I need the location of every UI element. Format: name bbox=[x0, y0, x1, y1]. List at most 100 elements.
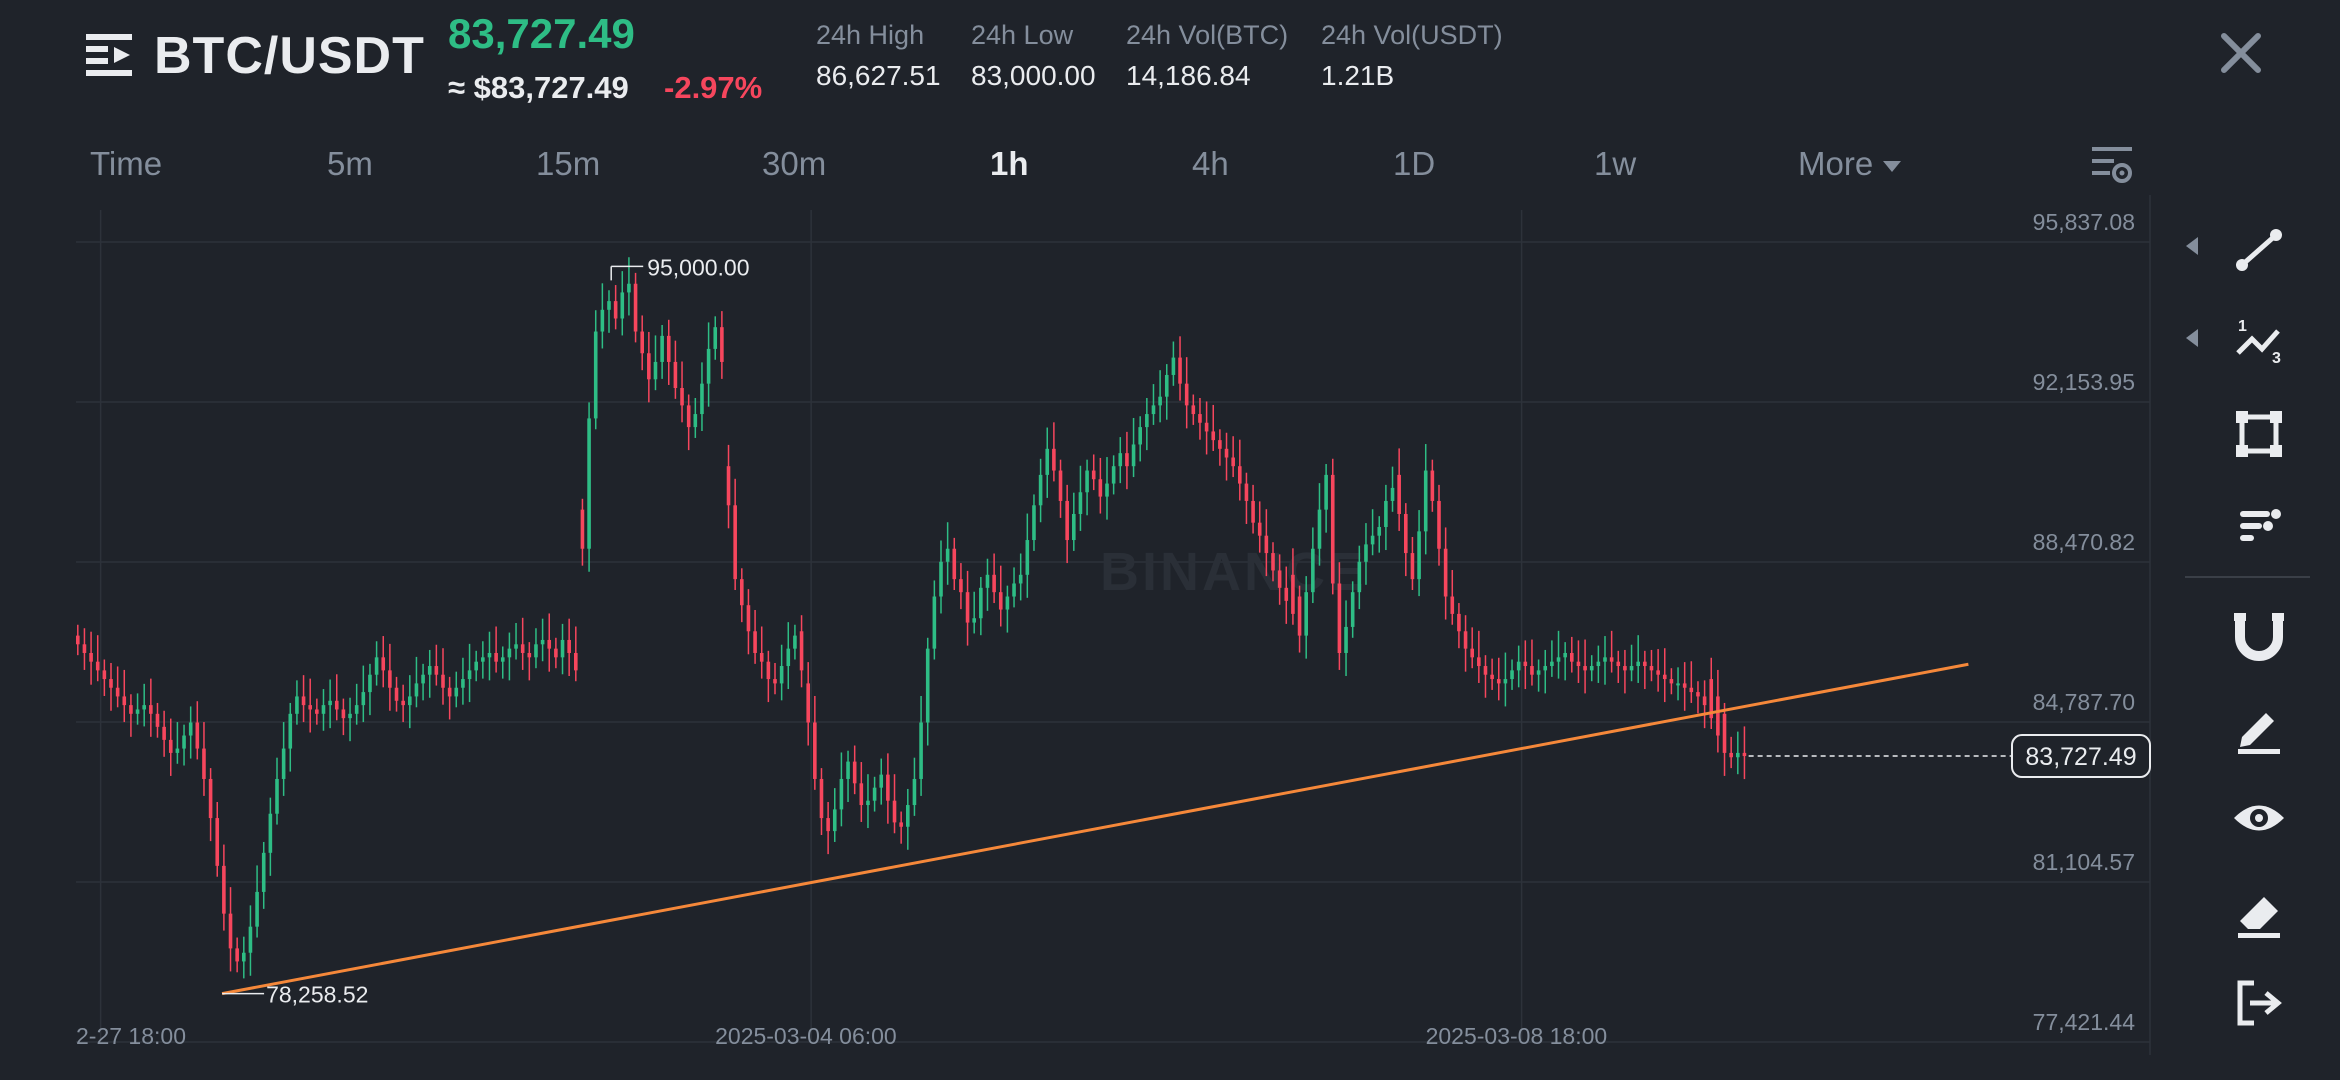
candle-body bbox=[693, 414, 698, 428]
candle bbox=[1164, 364, 1169, 420]
indicator-list-tool[interactable] bbox=[2224, 491, 2294, 561]
candle-body bbox=[89, 652, 93, 662]
candle-body bbox=[773, 679, 777, 684]
candle bbox=[1669, 668, 1674, 695]
candle-body bbox=[1390, 487, 1395, 501]
candle bbox=[1523, 640, 1528, 690]
candle-body bbox=[1384, 500, 1388, 528]
candle bbox=[242, 936, 246, 979]
candle-body bbox=[414, 683, 419, 697]
candle-body bbox=[799, 631, 804, 671]
candle bbox=[1264, 509, 1269, 577]
candle bbox=[427, 649, 432, 698]
drawing-toolbar: 1 3 bbox=[2180, 215, 2340, 1045]
candle bbox=[1065, 484, 1069, 564]
candle bbox=[1005, 585, 1010, 633]
candle bbox=[1390, 466, 1395, 512]
magnet-tool[interactable] bbox=[2224, 599, 2294, 669]
candle bbox=[1151, 384, 1156, 425]
candlestick-chart[interactable]: BINANCE 95,000.00 78,258.52 83,727.49 95,8… bbox=[0, 195, 2160, 1055]
candle-body bbox=[520, 644, 525, 653]
candle bbox=[1656, 649, 1660, 692]
candle bbox=[766, 650, 771, 703]
candle-body bbox=[1417, 531, 1421, 580]
candle bbox=[149, 678, 153, 737]
candle bbox=[1437, 484, 1441, 566]
candle bbox=[740, 568, 744, 623]
candle-body bbox=[1125, 453, 1129, 467]
candle bbox=[447, 676, 452, 720]
candle-body bbox=[202, 748, 206, 779]
visibility-tool[interactable] bbox=[2224, 783, 2294, 853]
candle-body bbox=[892, 800, 897, 823]
candle bbox=[998, 565, 1003, 627]
candle-body bbox=[613, 301, 618, 319]
candle bbox=[421, 663, 425, 701]
candle bbox=[746, 589, 751, 655]
chart-settings-icon[interactable] bbox=[2090, 143, 2134, 187]
candle bbox=[514, 623, 518, 660]
close-icon[interactable] bbox=[2218, 30, 2264, 76]
candle bbox=[1171, 341, 1176, 386]
candle-body bbox=[222, 865, 226, 914]
tab-1h[interactable]: 1h bbox=[990, 145, 1029, 182]
menu-icon[interactable] bbox=[84, 30, 134, 80]
candle-body bbox=[122, 696, 127, 706]
candle-body bbox=[1098, 479, 1103, 497]
candle-body bbox=[574, 652, 578, 671]
tab-4h[interactable]: 4h bbox=[1192, 145, 1229, 182]
eraser-tool[interactable] bbox=[2224, 875, 2294, 945]
candle-body bbox=[607, 301, 611, 310]
candle bbox=[175, 722, 180, 764]
trend-line-tool[interactable] bbox=[2224, 215, 2294, 285]
candle bbox=[454, 671, 459, 708]
stat-value: 86,627.51 bbox=[816, 60, 941, 91]
candle bbox=[972, 591, 976, 634]
tab-1d[interactable]: 1D bbox=[1393, 145, 1436, 182]
candle-body bbox=[295, 696, 299, 714]
current-price-label: 83,727.49 bbox=[2025, 743, 2136, 771]
candle-body bbox=[965, 592, 970, 623]
expand-arrow-icon[interactable] bbox=[2186, 329, 2198, 347]
current-price-box bbox=[2011, 734, 2151, 779]
candle-body bbox=[1530, 666, 1534, 675]
svg-text:1: 1 bbox=[2238, 318, 2247, 335]
tab-5m[interactable]: 5m bbox=[327, 145, 373, 182]
candle-body bbox=[1696, 692, 1700, 697]
candle bbox=[959, 563, 963, 610]
tab-15m[interactable]: 15m bbox=[536, 145, 601, 182]
candle-body bbox=[560, 639, 565, 658]
candle-body bbox=[998, 592, 1003, 610]
candle-body bbox=[972, 618, 976, 623]
pencil-tool[interactable] bbox=[2224, 691, 2294, 761]
candle bbox=[700, 362, 704, 432]
candle bbox=[1118, 437, 1123, 484]
candle-body bbox=[846, 761, 850, 779]
fibonacci-tool[interactable]: 1 3 bbox=[2224, 307, 2294, 377]
trendline-drawing[interactable] bbox=[221, 662, 1969, 996]
candle-body bbox=[1224, 448, 1229, 458]
candle-body bbox=[348, 713, 352, 719]
trading-pair-title[interactable]: BTC/USDT bbox=[154, 27, 425, 85]
candle bbox=[268, 797, 273, 876]
candle bbox=[361, 665, 366, 723]
candle-body bbox=[1184, 383, 1189, 406]
candle bbox=[852, 745, 857, 795]
candle-body bbox=[1477, 657, 1481, 667]
tab-more[interactable]: More bbox=[1798, 145, 1902, 183]
tab-30m[interactable]: 30m bbox=[762, 145, 827, 182]
exit-drawing-tool[interactable] bbox=[2224, 967, 2294, 1037]
candle bbox=[1603, 636, 1607, 685]
tab-1w[interactable]: 1w bbox=[1594, 145, 1637, 182]
candle bbox=[1477, 630, 1481, 683]
candle bbox=[1218, 429, 1222, 466]
candle-body bbox=[1271, 553, 1275, 571]
tab-time[interactable]: Time bbox=[90, 145, 163, 182]
candle bbox=[1204, 401, 1209, 455]
rectangle-tool[interactable] bbox=[2224, 399, 2294, 469]
candle bbox=[1377, 516, 1382, 553]
expand-arrow-icon[interactable] bbox=[2186, 237, 2198, 255]
candle-body bbox=[872, 787, 877, 801]
candle-body bbox=[1304, 592, 1308, 636]
candle-body bbox=[474, 661, 478, 671]
